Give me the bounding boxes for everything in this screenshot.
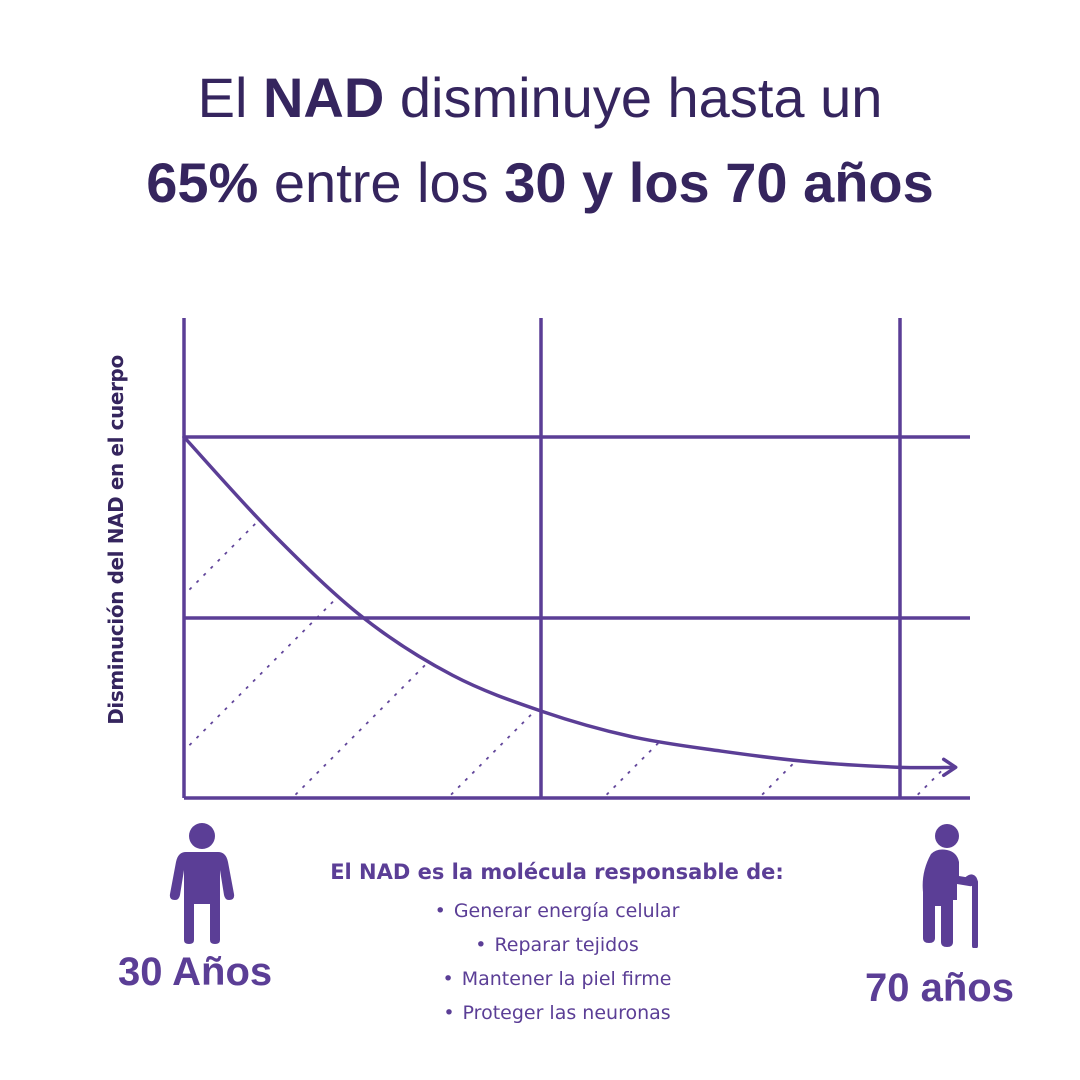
- bullet-dot: •: [442, 968, 454, 990]
- y-axis-label: Disminución del NAD en el cuerpo: [104, 355, 128, 725]
- hatched-area: [184, 437, 954, 798]
- info-heading: El NAD es la molécula responsable de:: [330, 860, 784, 884]
- title-line-2-segment: 30 y los 70 años: [504, 151, 934, 214]
- series-layer: [182, 435, 958, 778]
- info-list-item: • Reparar tejidos: [300, 928, 814, 962]
- title-line-2-segment: 65%: [146, 151, 259, 214]
- title-line-1-segment: NAD: [262, 66, 385, 129]
- page-title-line-1: El NAD disminuye hasta un: [0, 70, 1080, 126]
- info-list-item-text: Generar energía celular: [453, 900, 680, 922]
- arrow-head-icon: [941, 757, 958, 778]
- age-label-end: 70 años: [865, 966, 1014, 1010]
- page-title-line-2: 65% entre los 30 y los 70 años: [0, 155, 1080, 211]
- info-list-item: • Generar energía celular: [300, 894, 814, 928]
- elderly-person-with-cane-icon: [922, 824, 978, 948]
- title-line-2-segment: entre los: [258, 151, 505, 214]
- standing-person-icon: [169, 823, 235, 944]
- title-line-1-segment: disminuye hasta un: [384, 66, 883, 129]
- info-list: • Generar energía celular • Reparar tejidos…: [300, 894, 814, 1030]
- info-list-item-text: Mantener la piel firme: [461, 968, 672, 990]
- info-list-item: • Mantener la piel firme: [300, 962, 814, 996]
- bullet-dot: •: [443, 1002, 455, 1024]
- title-line-1-segment: El: [197, 66, 263, 129]
- info-box: El NAD es la molécula responsable de: • G…: [300, 860, 814, 1030]
- info-list-item-text: Proteger las neuronas: [462, 1002, 671, 1024]
- info-list-item-text: Reparar tejidos: [494, 934, 639, 956]
- series-line-nad: [182, 435, 956, 770]
- bullet-dot: •: [475, 934, 487, 956]
- bullet-dot: •: [434, 900, 446, 922]
- info-list-item: • Proteger las neuronas: [300, 996, 814, 1030]
- hatched-area-fill: [184, 437, 954, 798]
- age-label-start: 30 Años: [118, 950, 273, 994]
